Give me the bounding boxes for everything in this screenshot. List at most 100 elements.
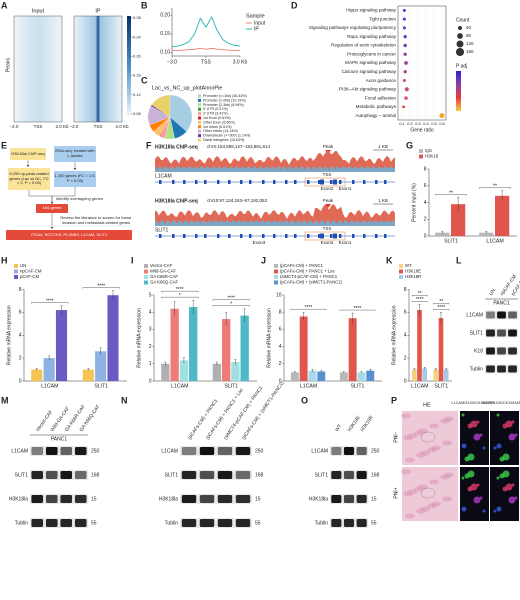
- blot-band: [235, 447, 251, 455]
- significance: **: [439, 299, 443, 305]
- dot: [404, 61, 408, 65]
- legend-label: Downstream (<=300) (1.14%): [203, 134, 250, 138]
- panel-letter: N: [121, 395, 128, 405]
- exon: [204, 180, 207, 184]
- blot-bg: [180, 446, 252, 456]
- he-texture: [405, 457, 415, 463]
- row-label: Tublin: [15, 520, 29, 526]
- panel-e: E H3K18la ChIP-seq RNA-seq, treated with L…: [1, 140, 136, 240]
- significance: ****: [46, 298, 54, 304]
- y-tick-label: 4: [149, 310, 152, 316]
- row-label: Tublin: [165, 520, 179, 526]
- error-bar: [302, 312, 305, 321]
- panel-letter: G: [406, 140, 413, 150]
- legend-swatch: [399, 275, 403, 279]
- blot-bg: [30, 518, 88, 528]
- error-bar: [360, 371, 363, 374]
- colorbar: [127, 16, 131, 116]
- panel-p: P HE L1CAM/S100/CK19/DAPISLIT1/S100/CK19/D…: [391, 395, 520, 521]
- legend-swatch: [198, 116, 201, 120]
- exon-label: Exon1: [339, 240, 352, 245]
- legend-swatch: [198, 103, 201, 107]
- y-tick-label: Metabolic pathways: [356, 104, 397, 109]
- blot-band: [497, 347, 506, 355]
- dot: [402, 105, 405, 109]
- legend-label: Vector-CAF: [150, 263, 173, 268]
- error-bar: [434, 368, 437, 371]
- panel-letter: E: [1, 140, 7, 150]
- if-signal: [467, 453, 475, 461]
- flow-text: H3K18la ChIP-seq: [11, 151, 44, 156]
- y-tick-label: 0: [149, 378, 152, 384]
- blot-band: [217, 519, 233, 527]
- error-bar: [293, 371, 296, 374]
- row-label: PNI−: [393, 431, 399, 442]
- sig-bracket: [161, 290, 199, 293]
- error-bar: [311, 369, 314, 372]
- he-texture: [444, 472, 454, 478]
- blot-band: [235, 519, 251, 527]
- y-tick-label: Proteoglycans in cancer: [347, 51, 396, 56]
- row-label: H3K18la: [159, 496, 178, 502]
- error-bar: [351, 312, 354, 324]
- error-bar: [485, 231, 488, 234]
- legend-swatch: [14, 275, 18, 279]
- sig-bracket: [411, 295, 428, 297]
- row-label: Tublin: [315, 520, 329, 526]
- panel-a: A Peaks Input −2.0 TSS 2.0 Kb IP −2.0 TSS 2.0 Kb 0…: [1, 0, 142, 129]
- legend-label: 80: [466, 33, 472, 38]
- if-signal: [479, 433, 483, 437]
- blot-bg: [180, 470, 252, 480]
- legend-label: Other Intron (14.14%): [203, 129, 238, 133]
- axis-label: Relative mRNA expression: [6, 305, 12, 365]
- legend-label: 3' UTR (3.41%): [203, 112, 228, 116]
- exon: [384, 234, 387, 238]
- track-title: H3K18la ChIP-seq: [155, 198, 198, 204]
- exon: [333, 233, 337, 239]
- y-tick-label: 2: [404, 355, 407, 361]
- mw-label: 55: [371, 520, 377, 526]
- sig-bracket: [212, 299, 250, 301]
- blot-band: [45, 495, 58, 503]
- sig-bracket: [478, 187, 512, 189]
- he-texture: [429, 423, 439, 429]
- x-tick-label: −2.0: [70, 124, 79, 129]
- blot-band: [331, 447, 342, 455]
- dot: [403, 52, 407, 56]
- group-label: PANC1: [51, 436, 68, 442]
- scale-label: 1 KB: [378, 144, 388, 149]
- blot-band: [181, 495, 197, 503]
- flow-box-text: Review the literature to screen for tumo…: [60, 215, 132, 225]
- if-signal: [514, 433, 518, 437]
- if-signal: [470, 420, 478, 428]
- bar: [317, 371, 326, 381]
- exon: [352, 180, 355, 184]
- dot: [402, 17, 406, 21]
- panel-j: J (pCAFs-CM) + PANC1(pCAFs-CM) + PANC1 + …: [261, 255, 382, 389]
- lane-label: WT: [334, 423, 343, 433]
- he-texture: [407, 433, 417, 439]
- error-bar: [445, 368, 448, 371]
- lane-label: (pCAFs-CM) + PANC1: [187, 398, 220, 441]
- exon: [285, 234, 288, 238]
- legend-label: Wild-GA-CAF: [150, 269, 176, 274]
- panel-d: D 0.1 0.2 0.3 0.4 0.5 0.6 Gene ratio Hippo signa…: [291, 0, 474, 133]
- x-tick-label: 3.0 Kb: [233, 59, 248, 65]
- bar: [479, 232, 494, 236]
- if-signal: [508, 496, 516, 504]
- blot-band: [74, 471, 87, 479]
- x-tick-label: 0.2: [407, 121, 413, 126]
- exon-label: Exon2: [321, 240, 334, 245]
- legend-swatch: [144, 269, 148, 274]
- y-tick-label: 1: [149, 361, 152, 367]
- significance: **: [449, 190, 453, 196]
- mw-label: 168: [371, 472, 380, 478]
- blot-bg: [30, 470, 88, 480]
- if-signal: [479, 496, 483, 500]
- sig-bracket: [82, 287, 120, 289]
- legend-swatch: [14, 264, 18, 268]
- y-tick-label: 2: [424, 217, 427, 223]
- blot-band: [31, 471, 44, 479]
- row-label: K18: [474, 348, 483, 354]
- row-label: L1CAM: [466, 312, 483, 318]
